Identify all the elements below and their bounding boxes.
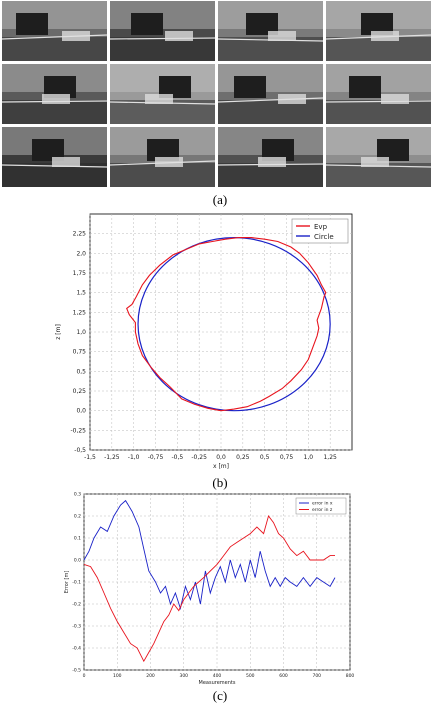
y-tick-label: 0,25 — [73, 388, 87, 395]
x-tick-label: 0,25 — [236, 454, 250, 461]
x-tick-label: 600 — [279, 673, 288, 679]
desk-photo — [326, 64, 431, 124]
legend-label: error in z — [312, 507, 333, 513]
x-tick-label: 0,75 — [280, 454, 294, 461]
x-tick-label: -1,5 — [84, 454, 96, 461]
y-tick-label: -0.4 — [72, 646, 81, 652]
x-tick-label: 300 — [179, 673, 188, 679]
y-tick-label: 0,5 — [76, 368, 86, 375]
desk-photo — [218, 64, 323, 124]
x-tick-label: -0,75 — [148, 454, 164, 461]
x-tick-label: 800 — [346, 673, 355, 679]
x-tick-label: 0,5 — [260, 454, 270, 461]
desk-photo — [218, 127, 323, 187]
y-tick-label: 2,0 — [76, 250, 86, 257]
desk-photo — [326, 127, 431, 187]
y-tick-label: -0,5 — [74, 447, 86, 454]
y-tick-label: -0.1 — [72, 580, 81, 586]
desk-photo — [218, 1, 323, 61]
y-tick-label: 0,0 — [76, 408, 86, 415]
y-tick-label: 2,25 — [73, 231, 87, 238]
x-tick-label: 1,25 — [323, 454, 337, 461]
error-z-series-line — [83, 515, 335, 663]
y-tick-label: -0,25 — [70, 427, 86, 434]
y-tick-label: 0.3 — [74, 492, 81, 498]
x-axis-label: Measurements — [199, 680, 236, 686]
x-tick-label: -1,0 — [128, 454, 140, 461]
x-tick-label: 200 — [146, 673, 155, 679]
y-tick-label: 1,0 — [76, 329, 86, 336]
y-tick-label: -0.3 — [72, 624, 81, 630]
x-tick-label: 1,0 — [304, 454, 314, 461]
desk-photo — [2, 127, 107, 187]
x-tick-label: 100 — [113, 673, 122, 679]
y-tick-label: -0.2 — [72, 602, 81, 608]
y-tick-label: 1,25 — [73, 309, 87, 316]
x-tick-label: 500 — [246, 673, 255, 679]
error-chart: 0 100 200 300 400 500 600 700 800 -0.5 -0.4 -0.3 -0.… — [64, 492, 355, 687]
y-tick-label: 1,5 — [76, 290, 86, 297]
evp-series-line — [126, 237, 327, 412]
x-tick-label: 0,0 — [216, 454, 226, 461]
caption-a: (a) — [212, 192, 228, 207]
desk-photo — [110, 127, 215, 187]
y-tick-label: 0,75 — [73, 349, 87, 356]
y-tick-label: 1,75 — [73, 270, 87, 277]
y-axis-label: Error [m] — [64, 571, 70, 594]
x-tick-label: 400 — [213, 673, 222, 679]
x-axis-label: x [m] — [213, 463, 229, 470]
x-tick-label: 700 — [312, 673, 321, 679]
caption-b: (b) — [212, 475, 228, 490]
y-tick-label: 0.2 — [74, 514, 81, 520]
y-tick-label: 0.1 — [74, 536, 81, 542]
y-tick-label: -0.5 — [72, 668, 81, 674]
trajectory-chart: -1,5 -1,25 -1,0 -0,75 -0,5 -0,25 0,0 0,25 0,5 0,7… — [55, 213, 353, 470]
desk-photo — [110, 64, 215, 124]
desk-photo — [110, 1, 215, 61]
x-tick-label: -0,5 — [171, 454, 183, 461]
y-axis-label: z [m] — [55, 324, 62, 340]
legend-label: error in x — [312, 501, 333, 507]
desk-photo — [2, 64, 107, 124]
caption-c: (c) — [212, 688, 228, 703]
legend: Evp Circle — [291, 218, 349, 244]
desk-photo — [326, 1, 431, 61]
legend-label: Circle — [314, 233, 334, 241]
x-tick-label: -0,25 — [191, 454, 207, 461]
error-x-series-line — [83, 499, 336, 611]
legend-label: Evp — [314, 223, 328, 231]
x-tick-label: 0 — [83, 673, 86, 679]
desk-photo — [2, 1, 107, 61]
photo-grid — [2, 1, 432, 187]
x-tick-label: -1,25 — [104, 454, 120, 461]
y-tick-label: 0.0 — [74, 558, 81, 564]
